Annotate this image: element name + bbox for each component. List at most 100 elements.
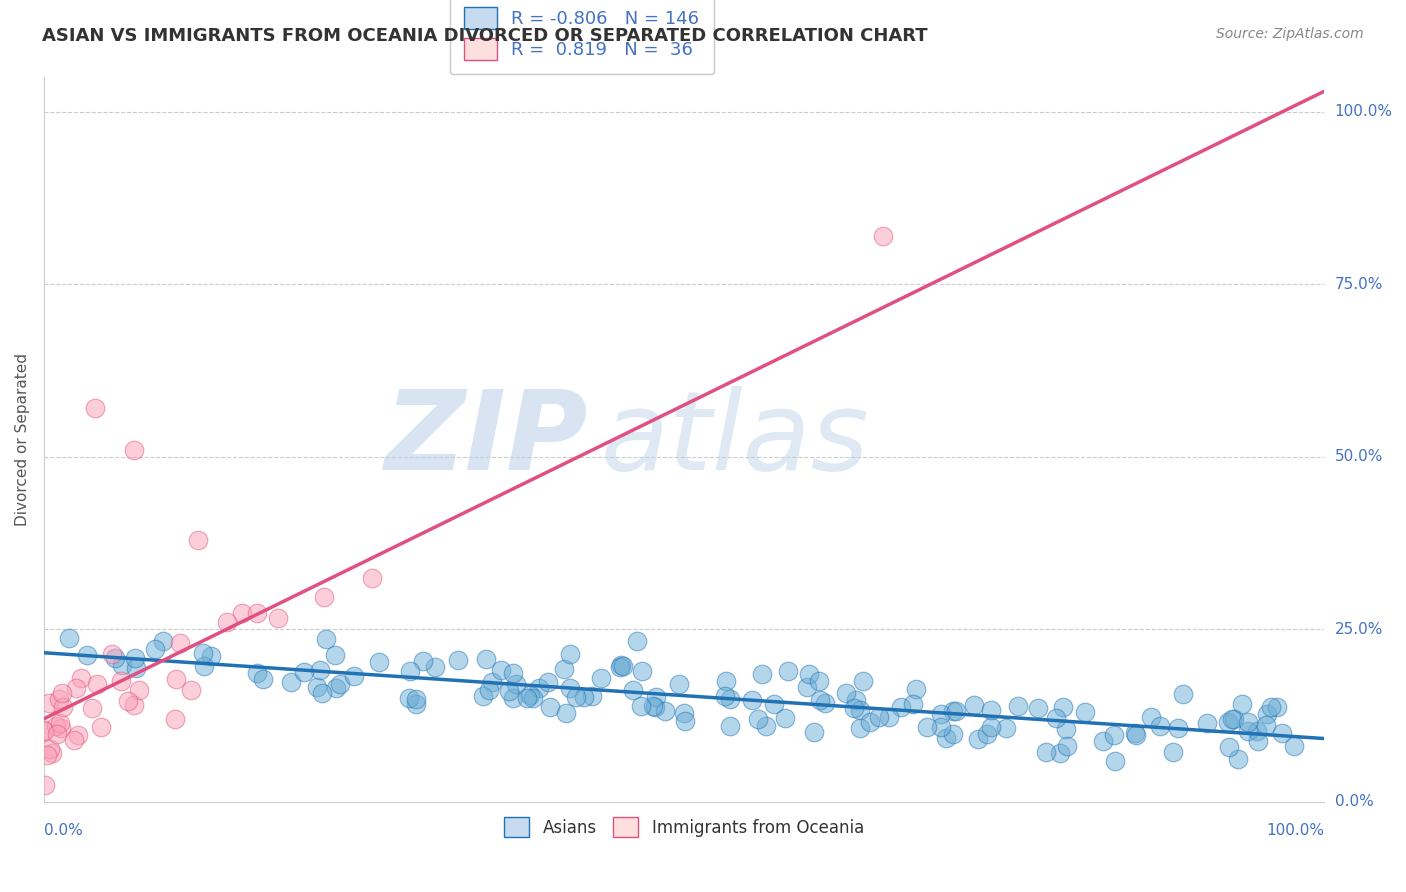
Point <box>859 715 882 730</box>
Point <box>342 669 364 683</box>
Point <box>1035 745 1057 759</box>
Point <box>626 633 648 648</box>
Point <box>51 721 73 735</box>
Point <box>904 681 927 696</box>
Point <box>38 696 60 710</box>
Point <box>58 632 80 646</box>
Point <box>929 706 952 721</box>
Point <box>741 693 763 707</box>
Point <box>1236 714 1258 729</box>
Point <box>967 731 990 746</box>
Point <box>797 666 820 681</box>
Point <box>668 677 690 691</box>
Point <box>165 713 187 727</box>
Point <box>751 667 773 681</box>
Point <box>803 725 825 739</box>
Point <box>776 664 799 678</box>
Legend: Asians, Immigrants from Oceania: Asians, Immigrants from Oceania <box>498 810 870 844</box>
Point <box>1125 728 1147 742</box>
Point <box>66 728 89 742</box>
Point <box>641 699 664 714</box>
Point <box>34 778 56 792</box>
Point <box>538 699 561 714</box>
Y-axis label: Divorced or Separated: Divorced or Separated <box>15 353 30 526</box>
Point <box>980 704 1002 718</box>
Point <box>890 699 912 714</box>
Point <box>796 680 818 694</box>
Point <box>502 666 524 681</box>
Point <box>1218 739 1240 754</box>
Point <box>747 712 769 726</box>
Point <box>1074 705 1097 719</box>
Point <box>117 694 139 708</box>
Point <box>217 615 239 629</box>
Point <box>872 229 894 244</box>
Point <box>672 706 695 721</box>
Point <box>835 686 858 700</box>
Point <box>169 635 191 649</box>
Point <box>267 611 290 625</box>
Point <box>621 682 644 697</box>
Point <box>124 651 146 665</box>
Point <box>1171 687 1194 701</box>
Point <box>1256 706 1278 721</box>
Point <box>718 719 741 733</box>
Point <box>868 709 890 723</box>
Point <box>200 648 222 663</box>
Point <box>1265 700 1288 714</box>
Point <box>34 723 56 737</box>
Point <box>70 671 93 685</box>
Point <box>845 693 868 707</box>
Point <box>631 664 654 678</box>
Point <box>481 674 503 689</box>
Point <box>368 656 391 670</box>
Point <box>763 697 786 711</box>
Point <box>1045 710 1067 724</box>
Point <box>942 726 965 740</box>
Point <box>929 721 952 735</box>
Point <box>644 699 666 714</box>
Point <box>537 674 560 689</box>
Point <box>1260 699 1282 714</box>
Point <box>813 696 835 710</box>
Point <box>245 606 267 620</box>
Point <box>65 681 87 695</box>
Point <box>1104 754 1126 768</box>
Point <box>361 571 384 585</box>
Point <box>852 674 875 689</box>
Text: 0.0%: 0.0% <box>44 823 83 838</box>
Point <box>475 651 498 665</box>
Point <box>502 691 524 706</box>
Point <box>51 686 73 700</box>
Point <box>311 686 333 700</box>
Point <box>591 671 613 685</box>
Point <box>478 682 501 697</box>
Point <box>654 704 676 718</box>
Point <box>405 692 427 706</box>
Point <box>519 688 541 702</box>
Point <box>489 663 512 677</box>
Point <box>41 746 63 760</box>
Point <box>1123 726 1146 740</box>
Point <box>1216 715 1239 730</box>
Point <box>399 665 422 679</box>
Point <box>522 691 544 706</box>
Point <box>498 684 520 698</box>
Point <box>1102 728 1125 742</box>
Point <box>471 689 494 703</box>
Point <box>1247 733 1270 747</box>
Point <box>82 700 104 714</box>
Point <box>308 663 330 677</box>
Point <box>423 660 446 674</box>
Point <box>529 681 551 696</box>
Point <box>879 710 901 724</box>
Point <box>48 692 70 706</box>
Point <box>246 665 269 680</box>
Point <box>101 647 124 661</box>
Point <box>505 677 527 691</box>
Point <box>572 690 595 705</box>
Point <box>46 727 69 741</box>
Text: Source: ZipAtlas.com: Source: ZipAtlas.com <box>1216 27 1364 41</box>
Point <box>110 658 132 673</box>
Point <box>165 672 187 686</box>
